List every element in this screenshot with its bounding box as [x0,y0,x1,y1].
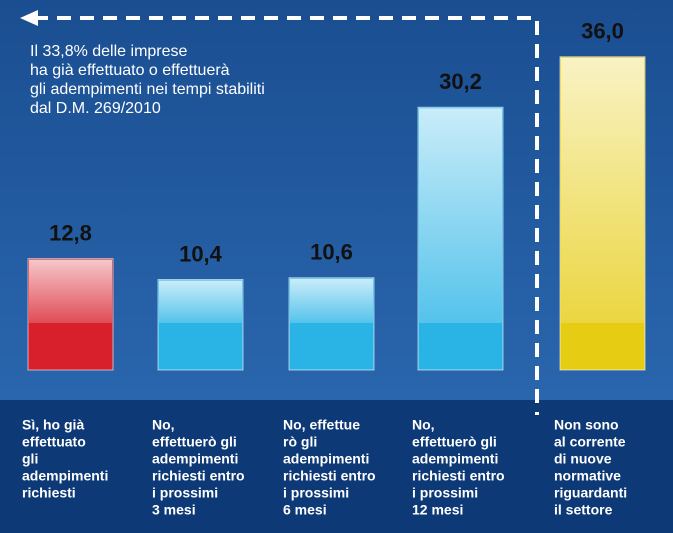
category-label: effettuerò gli [152,434,237,450]
bar-highlight [29,259,112,323]
category-label: i prossimi [412,485,478,501]
category-label: richiesti entro [152,468,245,484]
category-label: Non sono [554,417,619,433]
category-label: al corrente [554,434,626,450]
category-label: Sì, ho già [22,417,84,433]
category-label: normative [554,468,621,484]
bar-highlight [419,108,502,323]
annotation-line: Il 33,8% delle imprese [30,43,188,60]
annotation-line: dal D.M. 269/2010 [30,100,161,117]
category-label: adempimenti [412,451,498,467]
category-label: effettuato [22,434,86,450]
category-label: il settore [554,502,613,518]
value-label: 12,8 [49,220,92,245]
bar-highlight [561,57,644,324]
category-label: gli [22,451,38,467]
value-label: 30,2 [439,69,482,94]
value-label: 36,0 [581,19,624,44]
category-label: 12 mesi [412,502,463,518]
category-label: 3 mesi [152,502,196,518]
category-label: i prossimi [283,485,349,501]
annotation-line: ha già effettuato o effettuerà [30,62,230,79]
category-label: riguardanti [554,485,627,501]
category-label: adempimenti [152,451,238,467]
category-label: richiesti [22,485,76,501]
category-label: 6 mesi [283,502,327,518]
dashed-line [34,16,539,415]
category-label: i prossimi [152,485,218,501]
category-label: adempimenti [22,468,108,484]
category-label: No, [412,417,435,433]
value-label: 10,4 [179,241,223,266]
category-label: richiesti entro [412,468,505,484]
value-label: 10,6 [310,240,353,265]
bar-highlight [290,278,373,323]
category-label: No, [152,417,175,433]
arrow-head [20,10,38,26]
category-label: No, effettue [283,417,360,433]
category-label: richiesti entro [283,468,376,484]
annotation-line: gli adempimenti nei tempi stabiliti [30,81,265,98]
category-label: effettuerò gli [412,434,497,450]
bar-highlight [159,280,242,323]
category-label: adempimenti [283,451,369,467]
category-label: rò gli [283,434,317,450]
category-label: di nuove [554,451,612,467]
